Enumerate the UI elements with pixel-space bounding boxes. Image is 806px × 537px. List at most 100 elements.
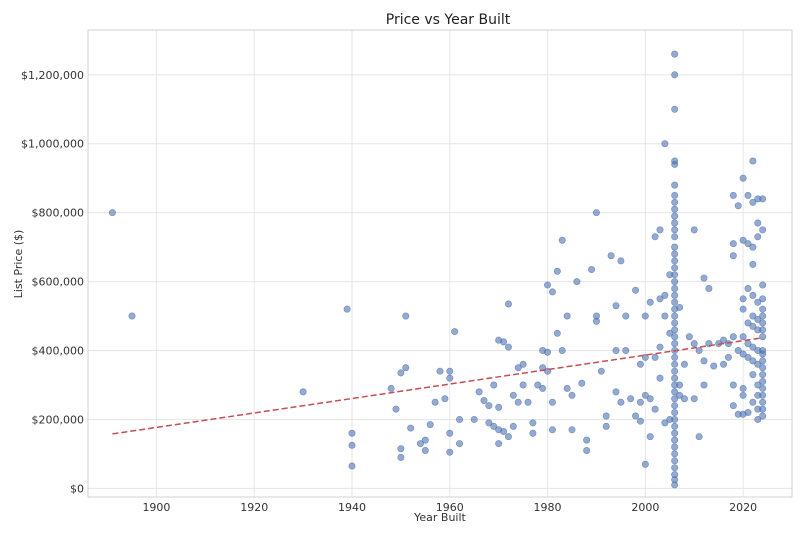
data-point xyxy=(500,428,508,436)
x-tick-label: 1960 xyxy=(436,501,464,514)
data-point xyxy=(739,333,747,341)
data-point xyxy=(504,433,512,441)
data-point xyxy=(641,391,649,399)
data-point xyxy=(744,240,752,248)
data-point xyxy=(636,417,644,425)
data-point xyxy=(514,364,522,372)
data-point xyxy=(749,398,757,406)
data-point xyxy=(734,347,742,355)
data-point xyxy=(632,286,640,294)
data-point xyxy=(485,402,493,410)
data-point xyxy=(343,305,351,313)
data-point xyxy=(578,379,586,387)
data-point xyxy=(627,395,635,403)
data-point xyxy=(666,329,674,337)
data-point xyxy=(651,405,659,413)
data-point xyxy=(421,446,429,454)
data-point xyxy=(744,191,752,199)
data-point xyxy=(744,353,752,361)
data-point xyxy=(617,257,625,265)
scatter-points xyxy=(108,50,767,489)
data-point xyxy=(671,340,679,348)
data-point xyxy=(592,209,600,217)
data-point xyxy=(710,362,718,370)
data-point xyxy=(397,369,405,377)
data-point xyxy=(734,202,742,210)
data-point xyxy=(588,266,596,274)
data-point xyxy=(480,396,488,404)
data-point xyxy=(519,381,527,389)
data-point xyxy=(504,343,512,351)
data-point xyxy=(656,374,664,382)
data-point xyxy=(754,233,762,241)
data-point xyxy=(676,391,684,399)
y-axis-label: List Price ($) xyxy=(12,230,25,299)
data-point xyxy=(754,415,762,423)
data-point xyxy=(724,340,732,348)
y-tick-label: $0 xyxy=(70,482,84,495)
data-point xyxy=(739,174,747,182)
data-point xyxy=(592,317,600,325)
data-point xyxy=(744,409,752,417)
data-point xyxy=(671,284,679,292)
data-point xyxy=(548,398,556,406)
data-point xyxy=(759,333,767,341)
data-point xyxy=(529,429,537,437)
data-point xyxy=(671,457,679,465)
data-point xyxy=(671,429,679,437)
data-point xyxy=(759,371,767,379)
data-point xyxy=(749,243,757,251)
data-point xyxy=(387,384,395,392)
data-point xyxy=(729,252,737,260)
data-point xyxy=(671,212,679,220)
data-point xyxy=(749,371,757,379)
data-point xyxy=(705,284,713,292)
data-point xyxy=(646,433,654,441)
data-point xyxy=(749,357,757,365)
data-point xyxy=(441,395,449,403)
data-point xyxy=(759,357,767,365)
data-point xyxy=(700,357,708,365)
data-point xyxy=(632,412,640,420)
data-point xyxy=(671,250,679,258)
data-point xyxy=(749,343,757,351)
data-point xyxy=(446,429,454,437)
data-point xyxy=(749,198,757,206)
data-point xyxy=(651,233,659,241)
data-point xyxy=(759,350,767,358)
data-point xyxy=(348,429,356,437)
data-point xyxy=(548,426,556,434)
y-tick-label: $1,200,000 xyxy=(21,69,84,82)
data-point xyxy=(676,381,684,389)
data-point xyxy=(759,281,767,289)
x-tick-label: 1920 xyxy=(240,501,268,514)
data-point xyxy=(671,353,679,361)
data-point xyxy=(754,360,762,368)
data-point xyxy=(671,71,679,79)
data-point xyxy=(563,312,571,320)
data-point xyxy=(397,445,405,453)
x-axis-ticks: 1900 1920 1940 1960 1980 2000 2020 xyxy=(142,501,757,514)
data-point xyxy=(495,440,503,448)
data-point xyxy=(646,395,654,403)
data-point xyxy=(671,409,679,417)
data-point xyxy=(739,350,747,358)
data-point xyxy=(671,422,679,430)
data-point xyxy=(553,329,561,337)
data-point xyxy=(617,398,625,406)
data-point xyxy=(671,226,679,234)
data-point xyxy=(759,384,767,392)
x-tick-label: 1900 xyxy=(142,501,170,514)
data-point xyxy=(495,403,503,411)
data-point xyxy=(671,464,679,472)
data-point xyxy=(729,240,737,248)
data-point xyxy=(671,360,679,368)
data-point xyxy=(661,291,669,299)
data-point xyxy=(671,319,679,327)
data-point xyxy=(402,312,410,320)
data-point xyxy=(739,305,747,313)
data-point xyxy=(759,305,767,313)
data-point xyxy=(656,226,664,234)
data-point xyxy=(456,415,464,423)
